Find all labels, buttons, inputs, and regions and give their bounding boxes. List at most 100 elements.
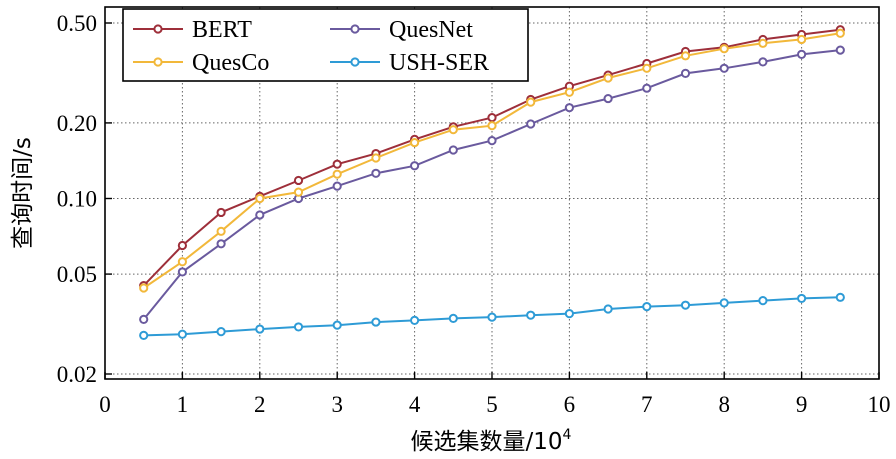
data-point-ush-ser [371,317,381,327]
legend-item-bert: BERT [133,17,252,43]
data-point-quesco [642,63,652,73]
data-point-quesco [758,38,768,48]
data-point-quesnet [564,103,575,113]
x-tick-label: 4 [409,392,421,417]
data-point-quesnet [371,168,381,178]
legend-label: QuesNet [389,17,473,43]
data-point-ush-ser [293,322,304,332]
legend: BERT QuesNet QuesCo USH-SER [122,8,529,82]
data-point-quesco [564,87,575,97]
data-point-ush-ser [255,324,265,334]
x-tick-label: 8 [718,392,730,417]
legend-item-quesco: QuesCo [133,50,269,76]
data-point-quesco [680,51,691,61]
legend-marker [350,57,360,67]
data-point-quesco [177,257,187,267]
data-point-quesnet [797,49,807,59]
data-point-ush-ser [487,312,497,322]
data-point-ush-ser [564,309,575,319]
data-point-quesco [719,44,729,54]
data-point-quesco [293,187,304,197]
data-point-ush-ser [758,296,768,306]
legend-item-ush-ser: USH-SER [330,50,489,76]
x-tick-label: 7 [641,392,653,417]
data-point-quesco [835,28,845,38]
data-point-quesnet [410,161,420,171]
data-point-quesco [371,153,381,163]
data-point-quesnet [680,68,691,78]
data-point-quesnet [216,239,226,249]
data-point-quesco [487,121,497,131]
data-point-ush-ser [139,330,149,340]
legend-marker [153,24,163,34]
data-point-ush-ser [719,298,729,308]
y-tick-labels: 0.50 0.20 0.10 0.05 0.02 [57,11,97,387]
y-tick-label: 0.05 [57,262,97,287]
data-point-ush-ser [216,327,226,337]
data-point-quesnet [448,145,458,155]
data-point-bert [177,240,187,251]
x-tick-label: 1 [177,392,189,417]
axis-ticks [104,22,880,379]
data-point-quesco [139,283,149,293]
data-point-quesnet [255,210,265,220]
data-point-quesnet [835,45,845,55]
data-point-quesco [255,193,265,204]
data-point-quesco [410,137,420,148]
data-point-bert [332,159,342,169]
data-point-ush-ser [603,304,613,314]
series-ush-ser [139,292,845,340]
data-point-ush-ser [680,300,691,310]
data-point-ush-ser [332,320,342,330]
legend-item-quesnet: QuesNet [330,17,473,43]
data-point-quesco [797,34,807,45]
data-point-bert [293,175,304,186]
x-axis-title: 候选集数量/104 [411,427,572,455]
data-point-bert [487,112,497,123]
legend-marker [153,57,163,67]
data-point-ush-ser [526,310,536,320]
data-point-quesnet [758,57,768,67]
data-point-quesnet [332,181,342,191]
legend-label: BERT [192,17,252,43]
data-point-quesnet [642,83,652,93]
data-point-bert [216,207,226,218]
data-point-quesco [332,169,342,179]
data-point-ush-ser [177,329,187,339]
data-point-ush-ser [797,293,807,304]
x-tick-label: 6 [564,392,576,417]
legend-marker [350,24,360,34]
data-point-quesco [448,125,458,135]
x-tick-label: 3 [331,392,343,417]
x-tick-label: 0 [99,392,111,417]
y-tick-label: 0.02 [57,362,97,387]
series-quesnet [139,45,845,324]
series-quesco [139,28,845,293]
data-point-quesnet [177,267,187,277]
x-tick-label: 2 [254,392,266,417]
data-point-quesco [216,226,226,236]
y-tick-label: 0.50 [57,11,97,36]
legend-box [122,8,529,82]
data-point-quesnet [487,136,497,146]
data-point-quesco [526,97,536,107]
legend-label: QuesCo [192,50,269,76]
y-tick-label: 0.10 [57,187,97,212]
x-tick-label: 10 [868,392,891,417]
data-point-ush-ser [835,292,845,302]
data-point-quesnet [603,93,613,104]
legend-label: USH-SER [389,50,489,76]
x-tick-labels: 0 1 2 3 4 5 6 7 8 9 10 [99,392,890,417]
data-point-ush-ser [642,302,652,312]
data-point-quesnet [526,119,536,129]
data-point-quesnet [719,63,729,73]
x-tick-label: 9 [796,392,808,417]
y-axis-title: 查询时间/s [10,137,36,249]
x-tick-label: 5 [486,392,498,417]
data-point-quesco [603,73,613,83]
data-point-ush-ser [410,315,420,325]
data-series [139,25,845,340]
data-point-ush-ser [448,313,458,324]
data-point-quesnet [139,314,149,324]
